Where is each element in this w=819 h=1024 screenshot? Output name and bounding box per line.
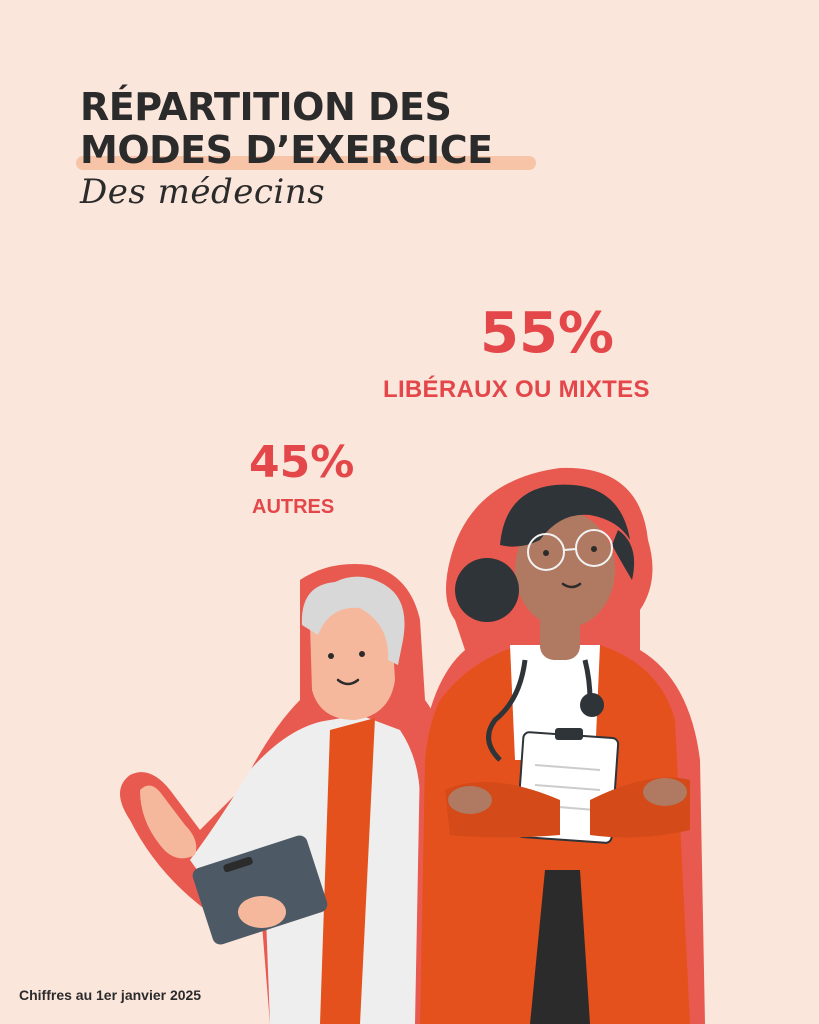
footnote: Chiffres au 1er janvier 2025 bbox=[19, 987, 202, 1003]
title-underline bbox=[76, 156, 536, 170]
stat-value-other: 45% bbox=[249, 437, 355, 488]
male-doctor-illustration bbox=[120, 564, 440, 1024]
stat-value-liberal: 55% bbox=[480, 301, 615, 366]
page-title-line-1: RÉPARTITION DES bbox=[80, 85, 452, 129]
stat-label-liberal: LIBÉRAUX OU MIXTES bbox=[383, 376, 650, 403]
female-doctor-illustration bbox=[415, 467, 705, 1024]
stat-label-other: AUTRES bbox=[252, 496, 335, 518]
page-title-line-2: MODES D’EXERCICE bbox=[80, 128, 493, 172]
stethoscope-icon bbox=[486, 659, 604, 762]
page-subtitle: Des médecins bbox=[80, 172, 326, 212]
clipboard-icon bbox=[192, 835, 328, 945]
